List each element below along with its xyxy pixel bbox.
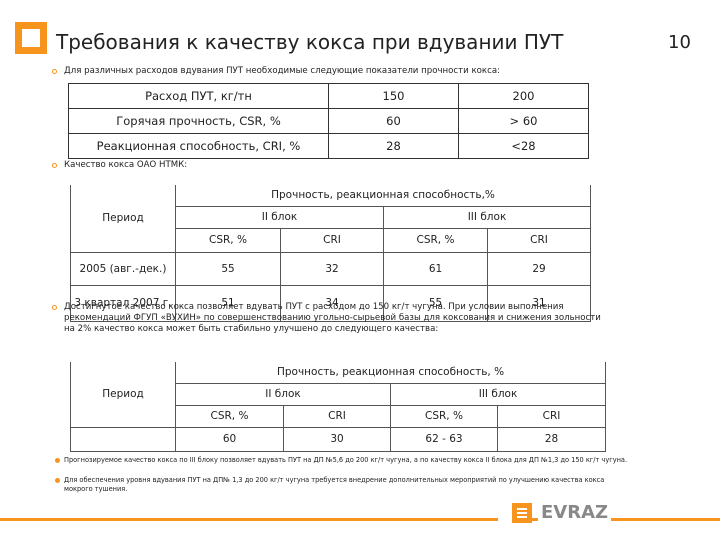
cell: 62 - 63 — [390, 426, 498, 452]
bullet: Для различных расходов вдувания ПУТ необ… — [52, 66, 624, 77]
cell: Прочность, реакционная способность,% — [174, 185, 592, 207]
cell: 30 — [283, 426, 391, 452]
footnote-text: Прогнозируемое качество кокса по III бло… — [64, 456, 628, 464]
cell: 55 — [383, 284, 488, 322]
cell: 51 — [175, 284, 281, 322]
cell: 150 — [328, 83, 459, 109]
cell: 28 — [496, 426, 607, 452]
cell: 61 — [383, 251, 488, 286]
bullet-text: Качество кокса ОАО НТМК: — [64, 160, 188, 170]
cell: 29 — [486, 251, 592, 286]
cell: 200 — [458, 83, 589, 109]
bullet: Достигнутое качество кокса позволяет вду… — [52, 302, 604, 335]
footer-line — [0, 518, 720, 521]
cell: 3 квартал 2007 г. — [70, 284, 176, 322]
logo-icon — [512, 503, 532, 523]
cell: 31 — [486, 284, 592, 322]
cell: CSR, % — [383, 227, 488, 253]
cell: Реакционная способность, CRI, % — [68, 133, 329, 159]
cell: Расход ПУТ, кг/тн — [68, 83, 329, 109]
footnote-text: Для обеспечения уровня вдувания ПУТ на Д… — [64, 476, 605, 493]
logo-text: EVRAZ — [538, 502, 612, 523]
cell: Прочность, реакционная способность, % — [174, 362, 607, 384]
table-2-wrap: Период Прочность, реакционная способность… — [70, 185, 592, 323]
table-1: Расход ПУТ, кг/тн 150 200 Горячая прочность… — [68, 83, 589, 159]
footnote: Прогнозируемое качество кокса по III бло… — [55, 456, 634, 465]
cell: CSR, % — [175, 404, 284, 428]
cell: CRI — [283, 404, 391, 428]
cell: 2005 (авг.-дек.) — [70, 251, 176, 286]
cell: CSR, % — [175, 227, 281, 253]
cell: II блок — [175, 382, 391, 406]
cell: <28 — [458, 133, 589, 159]
cell: 55 — [175, 251, 281, 286]
cell: CRI — [280, 227, 384, 253]
cell: 60 — [328, 108, 459, 134]
bullet: Качество кокса ОАО НТМК: — [52, 160, 624, 171]
title: Требования к качеству кокса при вдувании… — [56, 30, 564, 54]
cell: > 60 — [458, 108, 589, 134]
cell: II блок — [175, 205, 384, 229]
cell: III блок — [382, 205, 592, 229]
row: Расход ПУТ, кг/тн 150 200 — [68, 83, 589, 109]
cell: CSR, % — [390, 404, 498, 428]
cell: CRI — [496, 404, 607, 428]
cell: 28 — [328, 133, 459, 159]
cell: Период — [70, 362, 176, 428]
cell: CRI — [486, 227, 592, 253]
logo-square — [15, 22, 47, 54]
cell: Период — [70, 185, 176, 253]
row: Горячая прочность, CSR, % 60 > 60 — [68, 108, 589, 134]
cell: 32 — [280, 251, 384, 286]
row: Реакционная способность, CRI, % 28 <28 — [68, 133, 589, 159]
page-number: 10 — [668, 32, 691, 53]
cell: 60 — [175, 426, 284, 452]
footnote: Для обеспечения уровня вдувания ПУТ на Д… — [55, 476, 634, 494]
bullet-text: Достигнутое качество кокса позволяет вду… — [64, 302, 601, 334]
table-3: Период Прочность, реакционная способность… — [70, 362, 607, 452]
cell: III блок — [389, 382, 607, 406]
cell: Горячая прочность, CSR, % — [68, 108, 329, 134]
bullet-text: Для различных расходов вдувания ПУТ необ… — [64, 66, 500, 76]
cell: 34 — [280, 284, 384, 322]
table-2: Период Прочность, реакционная способность… — [70, 185, 592, 322]
